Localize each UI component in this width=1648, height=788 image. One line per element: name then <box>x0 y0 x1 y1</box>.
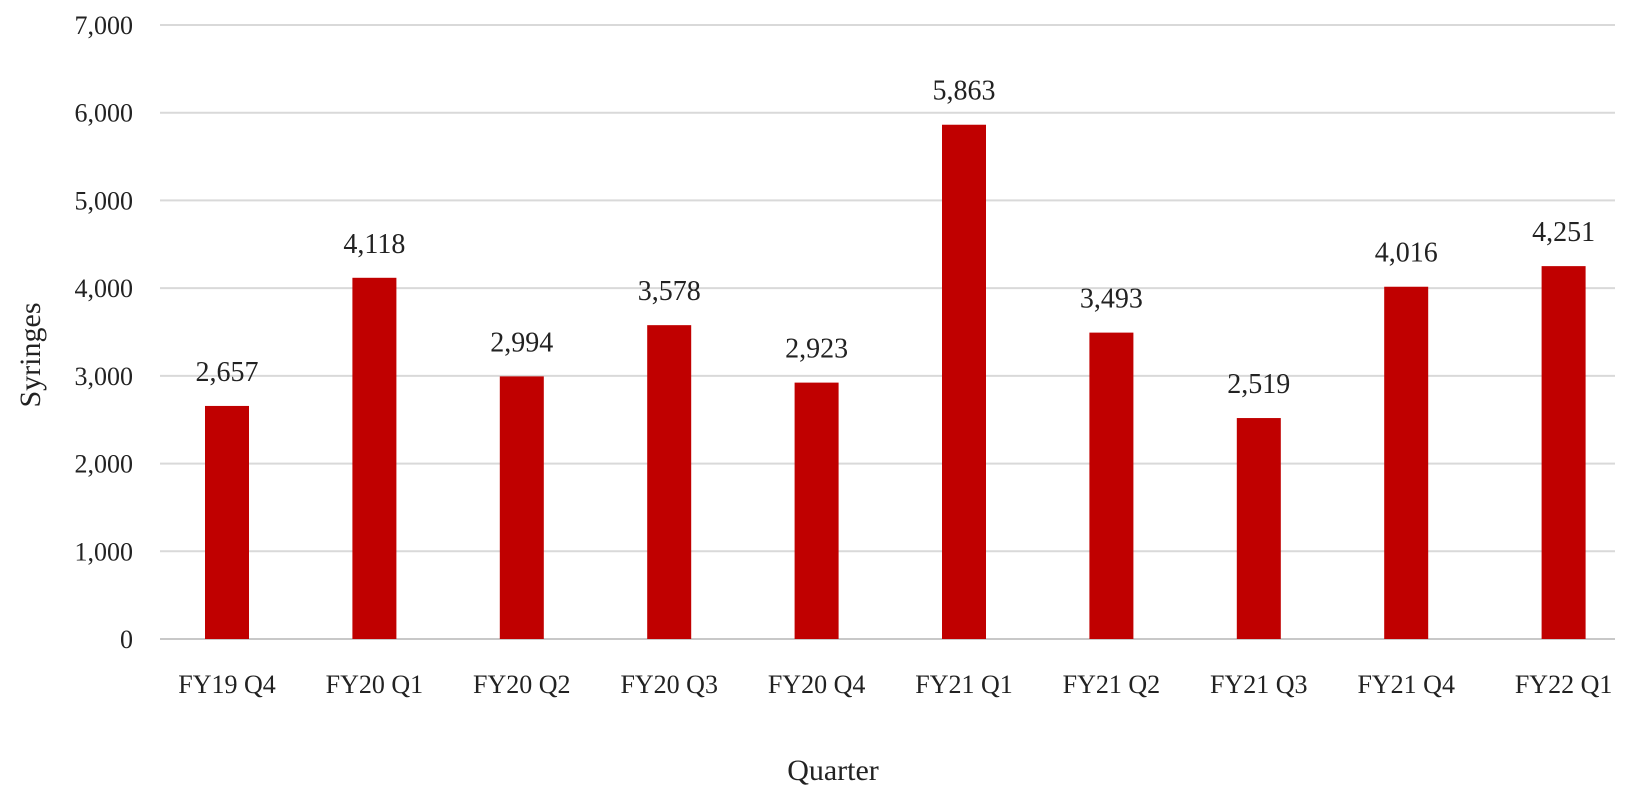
y-tick-label: 7,000 <box>75 11 134 40</box>
x-tick-label: FY19 Q4 <box>178 670 276 699</box>
y-tick-label: 4,000 <box>75 274 134 303</box>
x-tick-label: FY20 Q1 <box>326 670 424 699</box>
y-tick-label: 1,000 <box>75 537 134 566</box>
bar <box>499 376 544 639</box>
y-axis-title: Syringes <box>14 303 47 408</box>
bar <box>352 277 397 639</box>
x-tick-label: FY20 Q3 <box>620 670 718 699</box>
bar <box>647 325 692 639</box>
y-tick-label: 6,000 <box>75 99 134 128</box>
x-tick-label: FY21 Q1 <box>915 670 1013 699</box>
bar-value-label: 2,657 <box>196 357 259 388</box>
x-tick-label: FY20 Q2 <box>473 670 571 699</box>
bar-value-label: 5,863 <box>933 76 996 107</box>
y-axis-tick-labels: 0 1,000 2,000 3,000 4,000 5,000 6,000 7,000 <box>75 11 134 654</box>
x-axis-title: Quarter <box>787 754 879 787</box>
bar <box>1541 266 1586 639</box>
x-tick-label: FY21 Q4 <box>1357 670 1455 699</box>
bar-value-label: 4,118 <box>343 229 405 260</box>
bar-value-label: 4,016 <box>1375 238 1438 269</box>
data-labels: 2,657 4,118 2,994 3,578 2,923 5,863 3,493 2,519… <box>196 76 1596 400</box>
y-tick-label: 3,000 <box>75 362 134 391</box>
bars <box>205 124 1586 639</box>
y-tick-label: 2,000 <box>75 450 134 479</box>
bar <box>205 405 249 639</box>
bar <box>794 382 839 639</box>
x-tick-label: FY20 Q4 <box>768 670 866 699</box>
bar-value-label: 2,923 <box>785 334 848 365</box>
x-tick-label: FY21 Q2 <box>1063 670 1161 699</box>
y-tick-label: 5,000 <box>75 186 134 215</box>
bar-value-label: 3,493 <box>1080 284 1143 315</box>
bar <box>942 124 986 639</box>
bar-value-label: 4,251 <box>1532 217 1595 248</box>
bar <box>1236 418 1281 639</box>
bar <box>1384 286 1429 639</box>
bar-value-label: 2,994 <box>490 327 553 358</box>
x-axis-tick-labels: FY19 Q4 FY20 Q1 FY20 Q2 FY20 Q3 FY20 Q4 FY21 … <box>178 670 1612 699</box>
grid-lines <box>160 24 1615 640</box>
x-tick-label: FY21 Q3 <box>1210 670 1308 699</box>
bar-value-label: 2,519 <box>1227 369 1290 400</box>
bar-value-label: 3,578 <box>638 276 701 307</box>
x-tick-label: FY22 Q1 <box>1515 670 1613 699</box>
y-tick-label: 0 <box>120 625 133 654</box>
bar <box>1089 332 1134 639</box>
